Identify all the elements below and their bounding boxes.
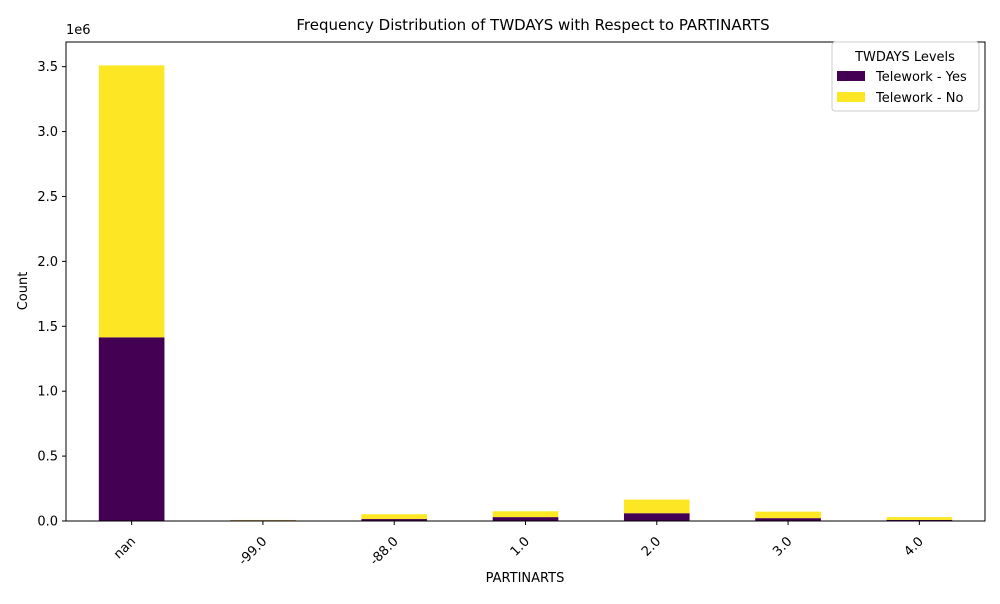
chart-title: Frequency Distribution of TWDAYS with Re…: [296, 16, 769, 34]
legend-label: Telework - Yes: [875, 70, 967, 85]
legend-swatch: [837, 92, 865, 102]
y-tick-label: 0.5: [37, 450, 58, 465]
y-tick-label: 1.0: [37, 385, 58, 400]
bar-no-4: [624, 500, 690, 514]
y-axis-label: Count: [16, 272, 31, 311]
bar-no-3: [493, 511, 559, 517]
x-tick-label: -88.0: [367, 534, 401, 568]
bar-no-2: [361, 514, 427, 519]
bars-layer: [99, 65, 952, 521]
bar-yes-0: [99, 337, 165, 521]
y-tick-label: 2.5: [37, 190, 58, 205]
x-tick-label: 1.0: [508, 534, 533, 559]
y-tick-label: 3.0: [37, 125, 58, 140]
x-ticks-layer: nan -99.0 -88.0 1.0 2.0 3.0 4.0: [111, 521, 927, 569]
y-ticks-layer: 0.0 0.5 1.0 1.5 2.0 2.5 3.0 3.5: [37, 60, 66, 529]
legend: TWDAYS Levels Telework - Yes Telework - N…: [832, 42, 979, 111]
bar-yes-4: [624, 513, 690, 521]
x-tick-label: 2.0: [639, 534, 664, 559]
x-axis-label: PARTINARTS: [486, 571, 565, 586]
y-tick-label: 3.5: [37, 60, 58, 75]
legend-swatch: [837, 71, 865, 81]
y-offset-label: 1e6: [66, 23, 91, 38]
y-tick-label: 2.0: [37, 255, 58, 270]
bar-no-5: [755, 512, 821, 518]
bar-yes-3: [493, 517, 559, 521]
x-tick-label: -99.0: [236, 534, 270, 568]
x-tick-label: 3.0: [770, 534, 795, 559]
bar-no-0: [99, 65, 165, 337]
bar-no-6: [887, 517, 953, 520]
y-tick-label: 0.0: [37, 515, 58, 530]
x-tick-label: nan: [111, 534, 139, 562]
y-tick-label: 1.5: [37, 320, 58, 335]
legend-label: Telework - No: [875, 91, 963, 106]
legend-title: TWDAYS Levels: [854, 50, 955, 65]
plot-frame: [66, 42, 985, 521]
x-tick-label: 4.0: [902, 534, 927, 559]
